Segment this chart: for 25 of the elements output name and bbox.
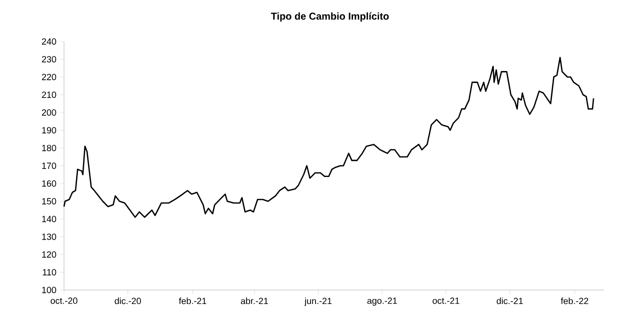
y-tick-label: 180 xyxy=(42,144,56,152)
y-tick-label: 140 xyxy=(42,216,56,222)
y-tick-label: 150 xyxy=(42,198,56,204)
y-tick-label: 130 xyxy=(42,234,56,240)
y-tick-label: 120 xyxy=(42,251,56,258)
y-tick-label: 160 xyxy=(42,180,56,187)
x-tick-label: feb.-22 xyxy=(560,298,588,304)
x-tick-label: dic.-21 xyxy=(496,298,523,304)
y-tick-label: 100 xyxy=(42,286,56,294)
x-tick-label: feb.-21 xyxy=(178,298,206,304)
x-tick-label: oct.-21 xyxy=(432,298,460,304)
x-tick-label: ago.-21 xyxy=(367,298,397,306)
x-tick-label: oct.-20 xyxy=(50,298,78,304)
x-tick-label: jun.-21 xyxy=(304,298,332,306)
x-tick-label: abr.-21 xyxy=(240,298,268,304)
y-tick-label: 220 xyxy=(42,74,56,80)
y-tick-label: 210 xyxy=(42,92,56,98)
y-tick-label: 190 xyxy=(42,127,56,134)
y-tick-label: 110 xyxy=(42,269,56,276)
y-tick-label: 240 xyxy=(42,38,56,45)
x-tick-label: dic.-20 xyxy=(114,298,141,304)
y-tick-label: 230 xyxy=(42,56,56,62)
y-tick-label: 200 xyxy=(42,109,56,116)
y-tick-label: 170 xyxy=(42,162,56,169)
chart-title: Tipo de Cambio Implícito xyxy=(270,12,389,22)
